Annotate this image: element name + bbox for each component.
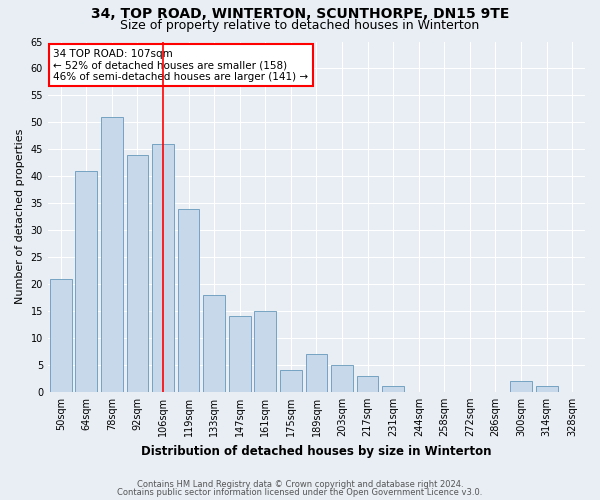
Text: Contains public sector information licensed under the Open Government Licence v3: Contains public sector information licen… xyxy=(118,488,482,497)
X-axis label: Distribution of detached houses by size in Winterton: Distribution of detached houses by size … xyxy=(141,444,492,458)
Bar xyxy=(305,354,328,392)
Text: Size of property relative to detached houses in Winterton: Size of property relative to detached ho… xyxy=(121,19,479,32)
Bar xyxy=(331,365,353,392)
Text: 34 TOP ROAD: 107sqm
← 52% of detached houses are smaller (158)
46% of semi-detac: 34 TOP ROAD: 107sqm ← 52% of detached ho… xyxy=(53,48,308,82)
Bar xyxy=(357,376,379,392)
Text: Contains HM Land Registry data © Crown copyright and database right 2024.: Contains HM Land Registry data © Crown c… xyxy=(137,480,463,489)
Bar xyxy=(76,171,97,392)
Bar xyxy=(510,381,532,392)
Bar xyxy=(101,117,123,392)
Bar xyxy=(203,295,225,392)
Bar xyxy=(280,370,302,392)
Bar xyxy=(178,208,199,392)
Bar xyxy=(127,154,148,392)
Text: 34, TOP ROAD, WINTERTON, SCUNTHORPE, DN15 9TE: 34, TOP ROAD, WINTERTON, SCUNTHORPE, DN1… xyxy=(91,8,509,22)
Bar xyxy=(536,386,557,392)
Bar xyxy=(254,311,276,392)
Bar xyxy=(229,316,251,392)
Bar xyxy=(382,386,404,392)
Y-axis label: Number of detached properties: Number of detached properties xyxy=(15,129,25,304)
Bar xyxy=(50,278,71,392)
Bar xyxy=(152,144,174,392)
